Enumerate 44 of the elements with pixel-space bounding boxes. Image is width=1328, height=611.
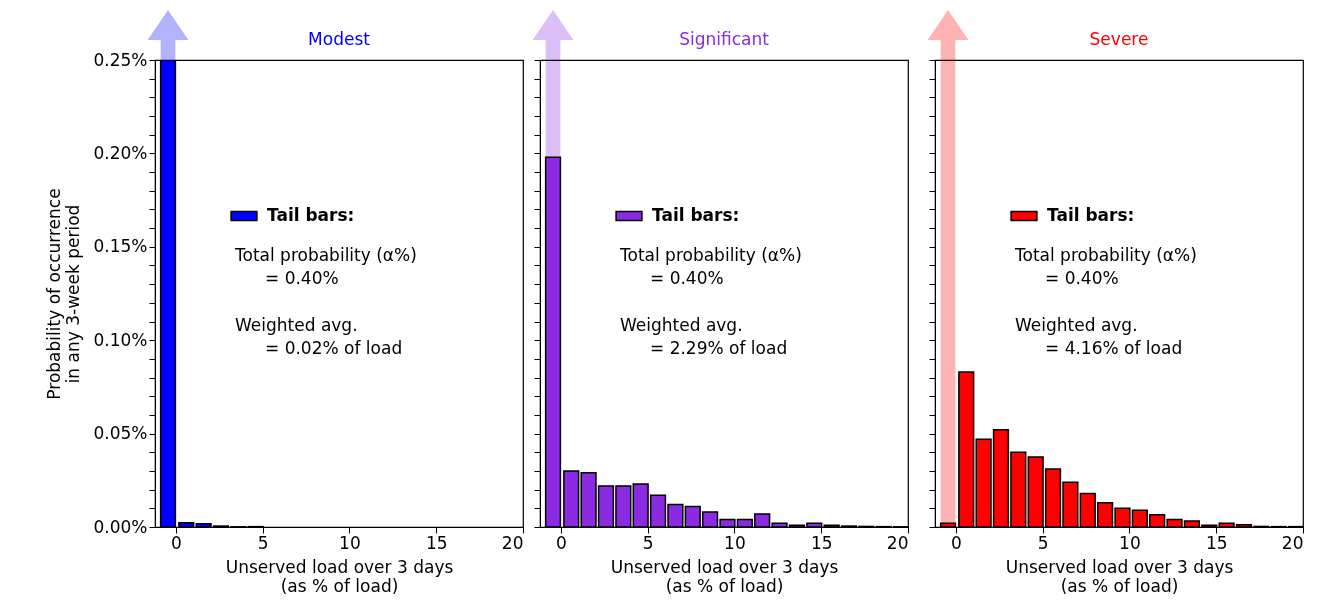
y-tick-label: 0.25%	[93, 49, 148, 70]
x-tick-label: 0	[950, 532, 962, 553]
annotation: = 0.02% of load	[265, 338, 403, 358]
annotation: Total probability (α%)	[234, 245, 417, 265]
x-axis-title: Unserved load over 3 days (as % of load)	[610, 556, 839, 596]
x-tick-label: 20	[501, 532, 524, 553]
x-tick-label: 15	[1205, 532, 1228, 553]
annotation: Weighted avg.	[620, 315, 743, 335]
x-tick-label: 5	[1037, 532, 1049, 553]
chart-title: Significant	[679, 29, 770, 49]
x-tick-label: 20	[1281, 532, 1304, 553]
y-tick-label: 0.10%	[93, 329, 148, 350]
x-tick-label: 15	[425, 532, 448, 553]
annotation: = 4.16% of load	[1045, 338, 1183, 358]
x-tick-label: 10	[339, 532, 361, 553]
chart-title: Severe	[1089, 29, 1149, 49]
y-tick-label: 0.00%	[93, 516, 148, 537]
chart-title: Modest	[308, 29, 371, 49]
legend-label: Tail bars:	[267, 205, 355, 225]
annotation: = 0.40%	[650, 268, 724, 288]
x-axis-title: Unserved load over 3 days (as % of load)	[1005, 556, 1234, 596]
y-tick-label: 0.15%	[93, 236, 148, 257]
annotation: Total probability (α%)	[1014, 245, 1197, 265]
annotation: = 2.29% of load	[650, 338, 788, 358]
annotation: Weighted avg.	[1015, 315, 1138, 335]
x-tick-label: 20	[886, 532, 909, 553]
annotation: = 0.40%	[1045, 268, 1119, 288]
legend-label: Tail bars:	[652, 205, 740, 225]
x-axis-title: Unserved load over 3 days (as % of load)	[225, 556, 454, 596]
x-tick-label: 0	[555, 532, 567, 553]
x-tick-label: 10	[1119, 532, 1141, 553]
x-tick-label: 15	[810, 532, 833, 553]
y-axis-title: Probability of occurrence in any 3-week period	[44, 188, 84, 400]
annotation: = 0.40%	[265, 268, 339, 288]
annotation: Total probability (α%)	[619, 245, 802, 265]
annotation: Weighted avg.	[235, 315, 358, 335]
bar	[939, 522, 957, 527]
y-tick-label: 0.20%	[93, 142, 148, 163]
x-tick-label: 10	[724, 532, 746, 553]
x-tick-label: 0	[170, 532, 182, 553]
x-tick-label: 5	[257, 532, 269, 553]
x-tick-label: 5	[642, 532, 654, 553]
legend-label: Tail bars:	[1047, 205, 1135, 225]
y-tick-label: 0.05%	[93, 423, 148, 444]
